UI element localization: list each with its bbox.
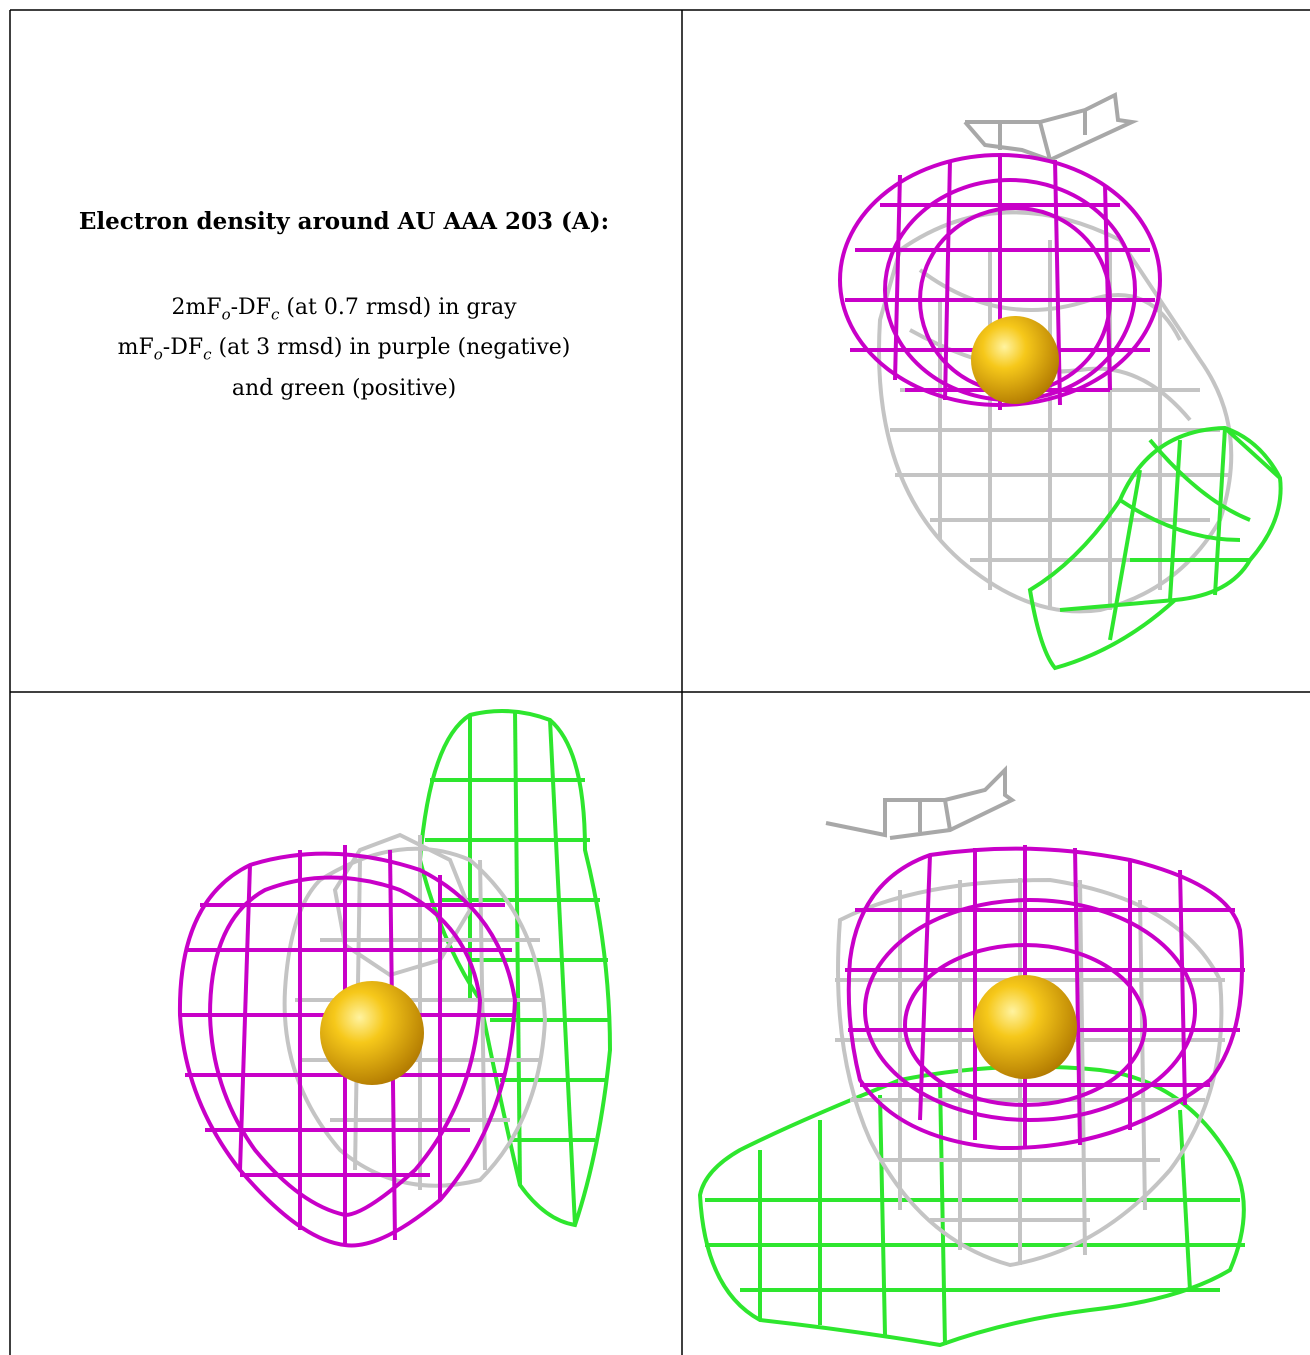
line1-mid: -DF: [230, 295, 271, 320]
caption-cell: Electron density around AU AAA 203 (A): …: [10, 180, 678, 405]
gold-atom-bl: [320, 981, 424, 1085]
gold-atom-tr: [971, 316, 1059, 404]
line1-sub-c: c: [270, 305, 280, 324]
line2-sub-c: c: [203, 345, 212, 364]
line1-prefix: 2mF: [171, 295, 222, 320]
line2-rest: (at 3 rmsd) in purple (negative): [211, 335, 571, 361]
line1-rest: (at 0.7 rmsd) in gray: [279, 295, 517, 320]
density-view-bottom-left: [177, 709, 613, 1248]
ligand-fragment-top: [963, 91, 1139, 163]
caption-line-gray: 2mFo-DFc (at 0.7 rmsd) in gray: [10, 291, 678, 331]
line2-mid: -DF: [162, 335, 204, 361]
table-borders: [9, 9, 1310, 1355]
density-view-top-right: [838, 91, 1283, 671]
ligand-fragment-br: [825, 765, 1016, 840]
line1-sub-o: o: [221, 305, 231, 324]
green-mesh-tr: [1027, 425, 1283, 671]
line2-sub-o: o: [153, 345, 163, 364]
caption-line-purple: mFo-DFc (at 3 rmsd) in purple (negative): [10, 331, 678, 371]
density-view-bottom-right: [697, 765, 1246, 1348]
gray-mesh-tr: [877, 210, 1234, 614]
green-mesh-br: [697, 1064, 1246, 1348]
line2-prefix: mF: [117, 335, 154, 361]
green-mesh-bl: [417, 709, 613, 1228]
caption-line-green: and green (positive): [231, 375, 457, 401]
gold-atom-br: [973, 975, 1077, 1079]
caption-legend: 2mFo-DFc (at 0.7 rmsd) in gray mFo-DFc (…: [10, 291, 678, 405]
caption-title: Electron density around AU AAA 203 (A):: [78, 208, 610, 235]
